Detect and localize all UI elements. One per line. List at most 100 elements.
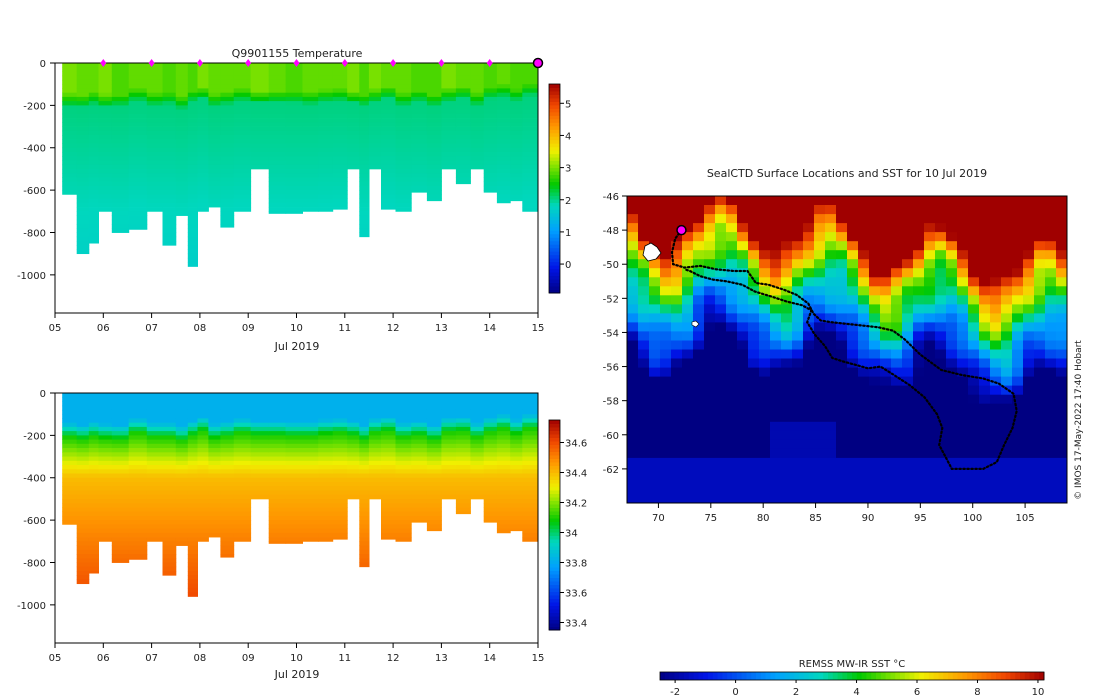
section-cell	[441, 397, 457, 402]
sst-cell	[1001, 430, 1013, 441]
section-cell	[381, 130, 396, 136]
section-cell	[250, 156, 270, 161]
map-frame	[626, 195, 1068, 504]
sst-cell	[979, 340, 991, 350]
section-cell	[470, 164, 485, 170]
section-cell	[187, 422, 198, 428]
sst-cell	[660, 448, 672, 459]
sst-cell	[924, 277, 936, 287]
section-cell	[441, 393, 457, 398]
sst-cell	[979, 403, 991, 414]
section-cell	[411, 486, 428, 491]
section-cell	[359, 439, 370, 445]
sst-cell	[627, 367, 639, 378]
section-cell	[88, 456, 99, 462]
section-cell	[187, 257, 198, 263]
sst-cell	[1045, 214, 1057, 224]
section-cell	[332, 71, 348, 77]
section-cell	[381, 520, 396, 525]
sst-cell	[924, 349, 936, 359]
section-cell	[455, 164, 471, 170]
sst-cell	[671, 494, 683, 503]
section-cell	[285, 139, 303, 144]
section-cell	[318, 113, 334, 119]
section-cell	[146, 156, 163, 161]
sst-cell	[847, 340, 859, 350]
section-cell	[285, 435, 303, 441]
section-cell	[455, 511, 471, 515]
sst-cell	[979, 385, 991, 396]
sst-cell	[836, 485, 848, 495]
sst-cell	[858, 241, 870, 251]
section-cell	[455, 118, 471, 123]
sst-cell	[880, 394, 892, 405]
sst-cell	[979, 367, 991, 378]
sst-cell	[979, 295, 991, 305]
section-cell	[162, 511, 177, 517]
section-cell	[510, 498, 523, 504]
section-cell	[111, 482, 130, 487]
sst-cell	[693, 421, 705, 432]
section-cell	[470, 443, 485, 449]
sst-cell	[935, 358, 947, 368]
sst-cell	[902, 268, 914, 278]
section-cell	[175, 63, 189, 68]
section-cell	[522, 469, 538, 474]
sst-cell	[1023, 259, 1035, 269]
sst-cell	[726, 340, 738, 350]
section-cell	[455, 88, 471, 94]
sst-colorbar-segment	[914, 672, 920, 680]
sst-cell	[979, 223, 991, 233]
sst-cell	[847, 268, 859, 278]
sst-colorbar-tick-label: 10	[1032, 687, 1045, 698]
section-cell	[441, 63, 457, 68]
colorbar-segment	[549, 549, 560, 554]
section-cell	[175, 190, 189, 195]
section-cell	[285, 79, 303, 85]
section-cell	[395, 524, 412, 530]
section-cell	[368, 465, 382, 470]
section-cell	[187, 75, 198, 81]
section-cell	[111, 418, 130, 424]
section-cell	[381, 532, 396, 538]
sst-cell	[803, 250, 815, 260]
section-cell	[197, 490, 209, 496]
section-cell	[368, 88, 382, 94]
sst-cell	[1012, 304, 1024, 314]
section-cell	[483, 422, 498, 428]
sst-cell	[693, 412, 705, 423]
section-cell	[162, 486, 177, 491]
section-cell	[411, 79, 428, 85]
sst-cell	[660, 494, 672, 503]
sst-cell	[792, 403, 804, 414]
section-cell	[285, 185, 303, 191]
section-cell	[368, 92, 382, 98]
colorbar-segment	[549, 483, 560, 487]
sst-cell	[627, 304, 639, 314]
section-cell	[62, 143, 78, 149]
sst-cell	[693, 196, 705, 206]
sst-cell	[671, 367, 683, 378]
section-cell	[285, 422, 303, 428]
section-cell	[250, 67, 270, 72]
sst-cell	[924, 205, 936, 215]
section-cell	[483, 156, 498, 161]
sst-cell	[968, 250, 980, 260]
sst-cell	[1056, 358, 1067, 368]
section-cell	[332, 409, 348, 415]
section-cell	[411, 515, 428, 521]
section-cell	[268, 397, 287, 402]
section-cell	[395, 143, 412, 149]
section-cell	[146, 498, 163, 504]
sst-cell	[902, 205, 914, 215]
sst-cell	[1045, 367, 1057, 378]
section-cell	[483, 460, 498, 466]
section-cell	[395, 135, 412, 140]
section-cell	[285, 473, 303, 479]
section-cell	[76, 414, 90, 419]
sst-cell	[803, 403, 815, 414]
section-cell	[332, 126, 348, 132]
section-cell	[76, 562, 90, 568]
section-cell	[359, 418, 370, 424]
section-cell	[220, 443, 235, 449]
